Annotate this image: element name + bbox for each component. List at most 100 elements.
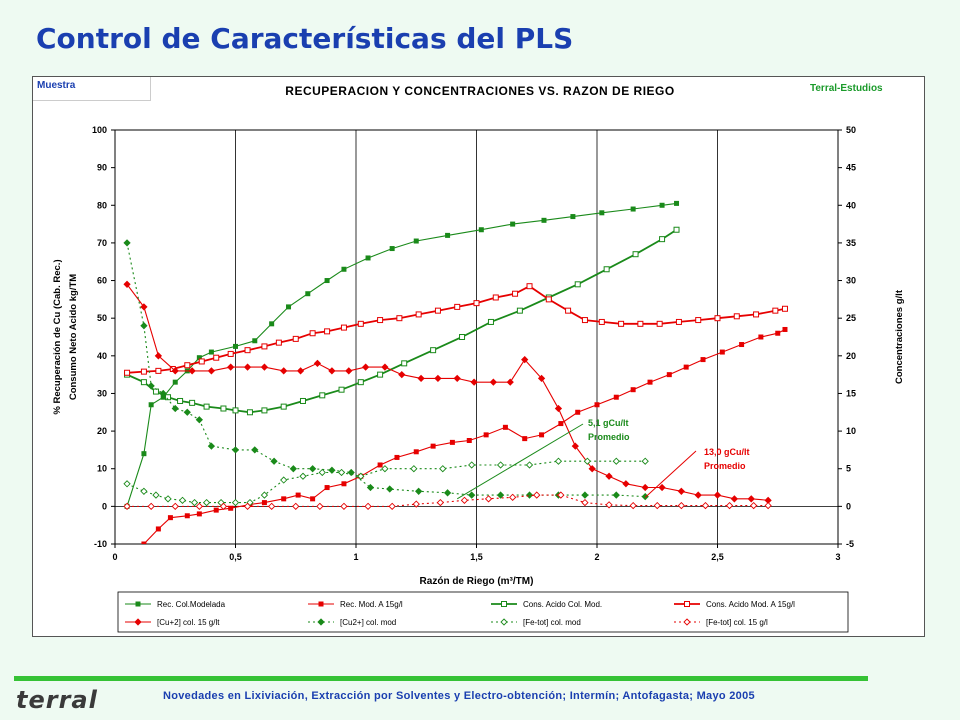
data-point [338,386,345,393]
data-point [618,320,625,327]
y-tick-label-left: -10 [94,539,107,549]
y-tick-label-right: -5 [846,539,854,549]
data-point [695,317,702,324]
chart-legend: Rec. Col.Modelada Rec. Mod. A 15g/l Cons. … [117,591,849,633]
data-point [123,502,131,511]
annotation-label: 5,1 gCu/lt [588,418,629,428]
data-point [484,495,493,503]
data-point [526,283,533,290]
series-line [126,228,677,414]
data-point [270,457,278,465]
data-point [629,501,637,510]
data-point [328,466,336,474]
data-point [188,367,196,375]
data-point [637,320,644,327]
data-point [389,246,395,252]
annotation-label: Promedio [588,432,630,442]
data-point [196,511,202,517]
data-point [140,368,147,375]
y-tick-label-right: 15 [846,388,856,398]
data-point [141,451,147,457]
data-point [782,326,788,332]
data-point [171,502,179,511]
data-point [316,502,324,511]
data-point [228,505,234,511]
data-point [213,507,219,513]
data-point [443,489,452,497]
legend-swatch-marker [134,618,142,626]
data-point [208,349,214,355]
y-tick-label-right: 25 [846,313,856,323]
data-point [337,468,346,477]
data-point [207,367,216,375]
data-point [164,495,172,503]
data-point [483,432,489,438]
legend-swatch-marker [683,618,691,626]
x-tick-label: 2,5 [711,552,724,562]
data-point [700,357,706,363]
series-8 [123,491,772,511]
data-point [347,468,355,477]
data-point [167,515,173,521]
series-6 [123,239,649,501]
data-point [345,367,353,375]
data-point [658,483,666,492]
data-point [473,300,480,307]
data-point [694,491,702,499]
y-tick-label-left: 20 [97,426,107,436]
y-tick-label-left: 30 [97,388,107,398]
data-point [545,296,552,303]
series-line [126,283,769,501]
data-point [388,502,396,511]
data-point [502,424,508,430]
legend-label: Rec. Col.Modelada [157,600,226,609]
data-point [381,363,389,371]
data-point [489,378,498,386]
data-point [219,502,228,511]
legend-label: [Fe-tot] col. 15 g/l [706,618,768,627]
data-point [598,318,605,325]
data-point [659,202,665,208]
data-point [296,367,305,375]
data-point [521,355,529,364]
data-point [557,491,565,499]
data-point [506,378,514,386]
data-point [641,483,649,492]
data-point [430,443,436,449]
data-point [725,501,734,510]
data-point [674,200,680,206]
chart-brand: Terral-Estudios [810,83,883,94]
x-tick-label: 1 [353,552,358,562]
data-point [364,502,372,511]
y-tick-label-left: 70 [97,238,107,248]
data-point [377,317,384,324]
data-point [396,315,403,322]
data-point [632,251,639,258]
data-point [281,496,287,502]
data-point [261,500,267,506]
y-tick-label-right: 45 [846,163,856,173]
data-point [203,403,210,410]
y-tick-label-left: 100 [92,125,107,135]
y-axis-label-right: Concentraciones g/lt [894,289,905,384]
data-point [227,350,234,357]
data-point [659,236,666,243]
data-point [605,472,613,480]
x-tick-label: 0 [112,552,117,562]
data-point [148,402,154,408]
data-point [275,339,282,346]
data-point [261,343,268,350]
data-point [468,491,476,499]
data-point [630,387,636,393]
data-point [445,232,451,238]
data-point [328,367,336,375]
data-point [246,409,253,416]
data-point [772,307,779,314]
data-point [401,360,408,367]
x-tick-label: 3 [835,552,840,562]
data-point [516,307,523,314]
data-point [227,363,235,371]
data-point [280,476,288,484]
data-point [554,404,563,413]
y-tick-label-right: 5 [846,464,851,474]
